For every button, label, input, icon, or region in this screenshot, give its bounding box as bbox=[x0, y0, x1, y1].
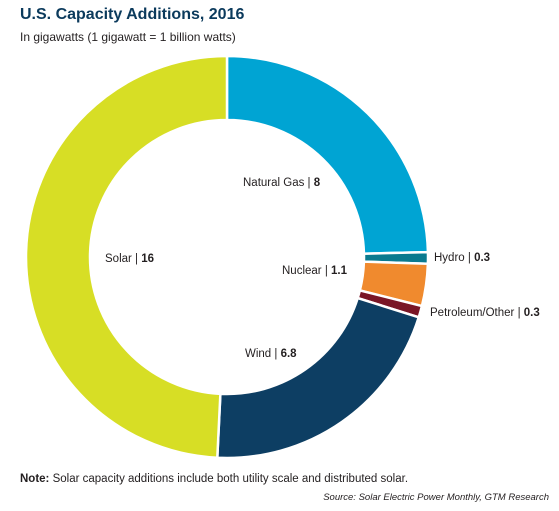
note-text: Solar capacity additions include both ut… bbox=[49, 473, 409, 485]
label-nuclear: Nuclear | 1.1 bbox=[282, 265, 348, 277]
slice-natural-gas bbox=[225, 54, 430, 255]
slice-wind bbox=[215, 296, 421, 460]
slice-labels: Natural Gas | 8 Hydro | 0.3 Nuclear | 1.1 P… bbox=[105, 177, 540, 360]
label-petroleum-other: Petroleum/Other | 0.3 bbox=[430, 307, 540, 319]
note-label: Note: bbox=[20, 473, 50, 485]
source-credit: Source: Solar Electric Power Monthly, GT… bbox=[323, 492, 549, 503]
chart-subtitle: In gigawatts (1 gigawatt = 1 billion wat… bbox=[20, 30, 236, 44]
label-natural-gas: Natural Gas | 8 bbox=[243, 177, 321, 189]
donut-slices bbox=[24, 54, 430, 460]
chart-title: U.S. Capacity Additions, 2016 bbox=[20, 6, 245, 23]
label-solar: Solar | 16 bbox=[105, 253, 154, 265]
chart-note: Note: Solar capacity additions include b… bbox=[20, 473, 408, 485]
label-hydro: Hydro | 0.3 bbox=[434, 252, 490, 264]
label-wind: Wind | 6.8 bbox=[245, 348, 297, 360]
slice-solar bbox=[24, 54, 229, 460]
